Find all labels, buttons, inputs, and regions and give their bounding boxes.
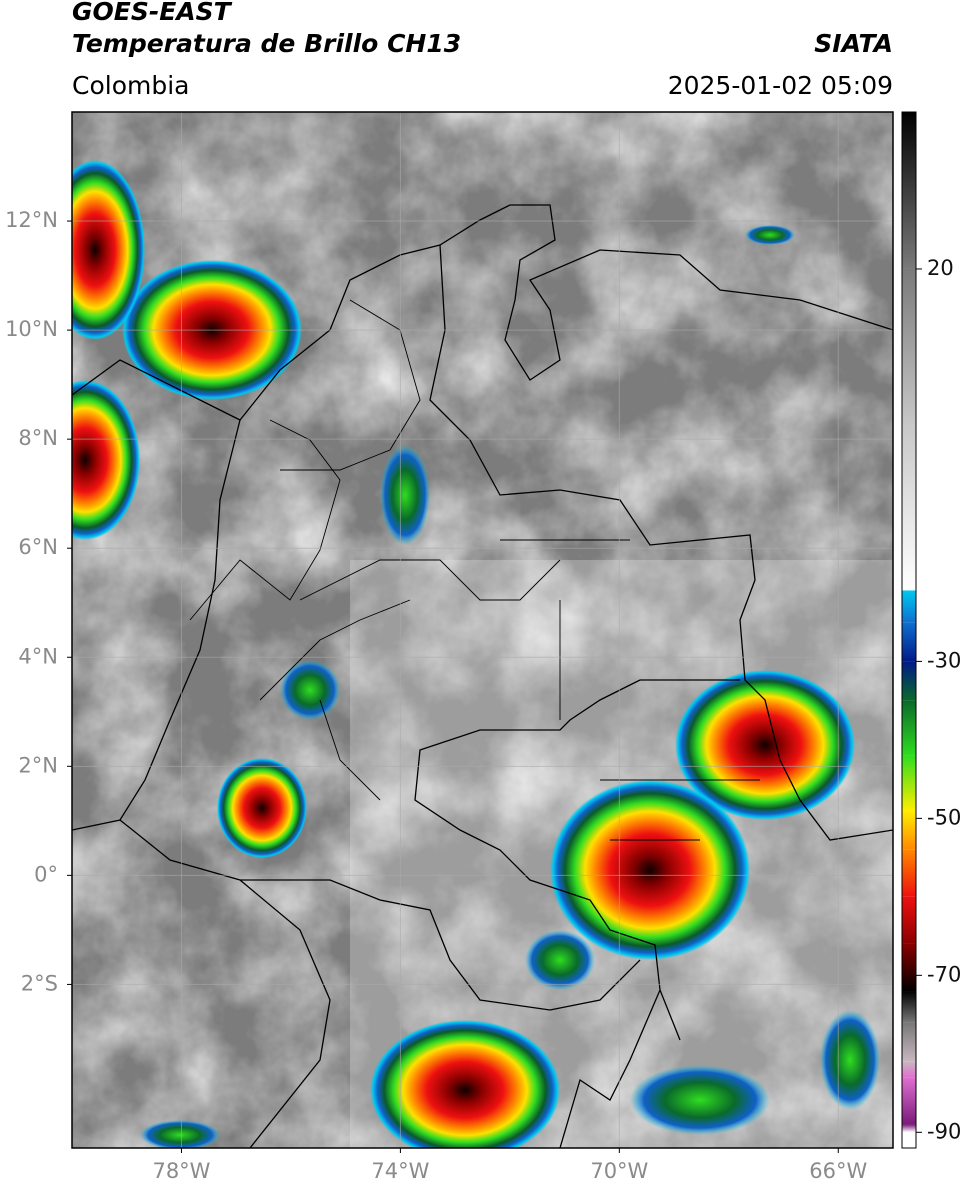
colorbar-segment bbox=[902, 810, 916, 850]
colorbar-segment bbox=[902, 268, 916, 426]
title: GOES-EAST bbox=[72, 0, 233, 26]
convective-cloud bbox=[630, 1065, 770, 1135]
colorbar-segment bbox=[902, 661, 916, 701]
borders bbox=[72, 204, 893, 1148]
convective-cloud bbox=[72, 160, 145, 340]
convective-cloud bbox=[370, 1020, 560, 1148]
y-tick-label: 8°N bbox=[18, 426, 58, 450]
colorbar-segment bbox=[902, 1124, 916, 1133]
grid bbox=[72, 112, 893, 1148]
x-tick-label: 74°W bbox=[371, 1159, 429, 1183]
colorbar-segment bbox=[902, 700, 916, 756]
map-frame bbox=[71, 111, 894, 1149]
colorbar-segment bbox=[902, 1022, 916, 1062]
national-border bbox=[559, 989, 661, 1148]
satellite-image bbox=[72, 112, 893, 1148]
region: Colombia bbox=[72, 71, 189, 100]
convective-cloud bbox=[525, 930, 595, 990]
y-tick-label: 4°N bbox=[18, 644, 58, 668]
subtitle: Temperatura de Brillo CH13 bbox=[72, 29, 461, 58]
coastline bbox=[72, 419, 241, 831]
colorbar-segment bbox=[902, 991, 916, 1023]
colorbar-tick-label: -50 bbox=[927, 805, 961, 829]
national-border bbox=[414, 679, 740, 1041]
coastline bbox=[119, 819, 331, 1148]
convective-cloud bbox=[675, 670, 855, 820]
colorbar-frame bbox=[901, 111, 917, 1149]
convective-cloud bbox=[380, 445, 430, 545]
colorbar bbox=[902, 112, 916, 1148]
convective-cloud bbox=[72, 380, 140, 540]
source: SIATA bbox=[814, 29, 893, 58]
department-border bbox=[189, 299, 760, 841]
colorbar-tick-label: -70 bbox=[927, 962, 961, 986]
x-tick-label: 66°W bbox=[809, 1159, 867, 1183]
colorbar-segment bbox=[902, 589, 916, 591]
y-tick-label: 12°N bbox=[5, 208, 58, 232]
colorbar-segment bbox=[902, 425, 916, 590]
colorbar-segment bbox=[902, 896, 916, 944]
colorbar-segment bbox=[902, 112, 916, 269]
national-border bbox=[240, 879, 641, 1011]
colorbar-segment bbox=[902, 1061, 916, 1078]
y-tick-label: 10°N bbox=[5, 317, 58, 341]
coastline bbox=[72, 204, 893, 421]
colorbar-segment bbox=[902, 755, 916, 811]
convective-cloud bbox=[820, 1010, 880, 1110]
datetime: 2025-01-02 05:09 bbox=[668, 71, 893, 100]
colorbar-segment bbox=[902, 849, 916, 897]
y-tick-label: 0° bbox=[34, 862, 58, 886]
y-tick-label: 2°S bbox=[21, 971, 58, 995]
x-tick-label: 70°W bbox=[590, 1159, 648, 1183]
x-tick-label: 78°W bbox=[152, 1159, 210, 1183]
colorbar-segment bbox=[902, 590, 916, 623]
convective-cloud bbox=[217, 758, 307, 858]
colorbar-tick-label: -90 bbox=[927, 1119, 961, 1143]
national-border bbox=[429, 244, 893, 841]
colorbar-segment bbox=[902, 1132, 916, 1148]
y-tick-label: 6°N bbox=[18, 535, 58, 559]
convective-cloud bbox=[745, 225, 795, 245]
colorbar-segment bbox=[902, 622, 916, 662]
convective-cloud bbox=[140, 1120, 220, 1148]
colorbar-segment bbox=[902, 943, 916, 992]
colorbar-tick-label: -30 bbox=[927, 648, 961, 672]
y-tick-label: 2°N bbox=[18, 753, 58, 777]
convective-cloud bbox=[550, 780, 750, 960]
colorbar-tick-label: 20 bbox=[927, 256, 954, 280]
colorbar-segment bbox=[902, 1077, 916, 1125]
convective-cloud bbox=[280, 660, 340, 720]
